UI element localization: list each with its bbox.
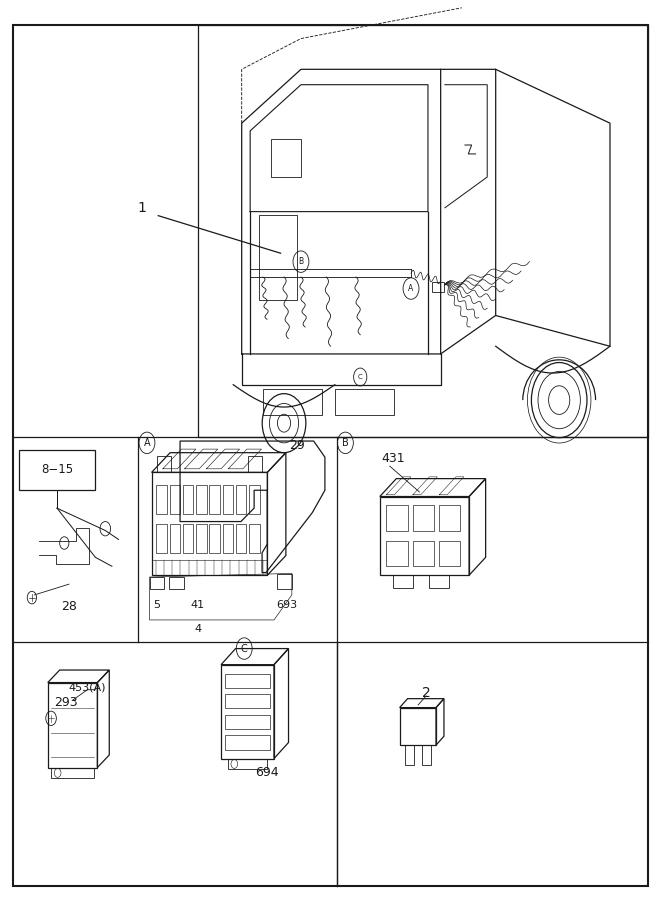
Text: 694: 694 <box>255 766 279 778</box>
Bar <box>156 524 167 553</box>
Text: A: A <box>408 284 414 293</box>
Bar <box>236 524 247 553</box>
Bar <box>209 524 220 553</box>
Text: 2: 2 <box>422 687 430 700</box>
Bar <box>380 497 469 575</box>
Text: C: C <box>241 644 247 653</box>
Bar <box>393 575 413 588</box>
Bar <box>221 665 274 759</box>
Bar <box>156 485 167 514</box>
Bar <box>422 745 431 765</box>
Text: 28: 28 <box>61 600 77 613</box>
Bar <box>196 485 207 514</box>
Text: 431: 431 <box>382 453 405 465</box>
Text: 5: 5 <box>153 599 159 609</box>
Text: 453(A): 453(A) <box>69 683 106 693</box>
Bar <box>413 541 434 566</box>
Bar <box>51 768 94 778</box>
Bar <box>259 215 297 300</box>
Bar <box>405 745 414 765</box>
Bar <box>183 524 193 553</box>
Text: A: A <box>143 437 150 448</box>
Bar <box>225 735 270 750</box>
Bar <box>413 506 434 530</box>
Bar <box>225 715 270 729</box>
Bar <box>249 524 260 553</box>
Bar <box>263 389 322 416</box>
Bar <box>151 472 267 575</box>
Bar <box>169 577 184 589</box>
Bar <box>19 450 95 491</box>
Bar <box>430 575 450 588</box>
Bar <box>225 673 270 688</box>
Bar <box>223 524 233 553</box>
Bar <box>169 524 180 553</box>
Bar <box>247 456 262 472</box>
Bar <box>277 574 292 589</box>
Bar <box>271 139 301 177</box>
Bar <box>227 759 267 769</box>
Text: C: C <box>358 374 363 380</box>
Text: B: B <box>298 257 303 266</box>
Bar <box>386 506 408 530</box>
Bar <box>400 707 436 745</box>
Text: 8−15: 8−15 <box>41 464 73 476</box>
Bar <box>196 524 207 553</box>
Text: 41: 41 <box>191 599 205 609</box>
Bar <box>48 682 97 768</box>
Text: 693: 693 <box>277 599 297 609</box>
Text: 1: 1 <box>137 202 146 215</box>
Text: B: B <box>342 437 349 448</box>
Bar <box>249 485 260 514</box>
Bar <box>335 389 394 416</box>
Text: 4: 4 <box>194 624 201 634</box>
Bar <box>440 506 460 530</box>
Bar <box>223 485 233 514</box>
Text: 29: 29 <box>289 439 305 452</box>
Text: 293: 293 <box>54 696 77 708</box>
Bar <box>225 694 270 708</box>
Bar <box>183 485 193 514</box>
Bar <box>149 577 164 589</box>
Bar <box>440 541 460 566</box>
Bar <box>169 485 180 514</box>
Bar <box>209 485 220 514</box>
Bar <box>432 282 444 292</box>
Bar <box>236 485 247 514</box>
Bar <box>198 25 648 436</box>
Bar <box>386 541 408 566</box>
Bar <box>157 456 171 472</box>
